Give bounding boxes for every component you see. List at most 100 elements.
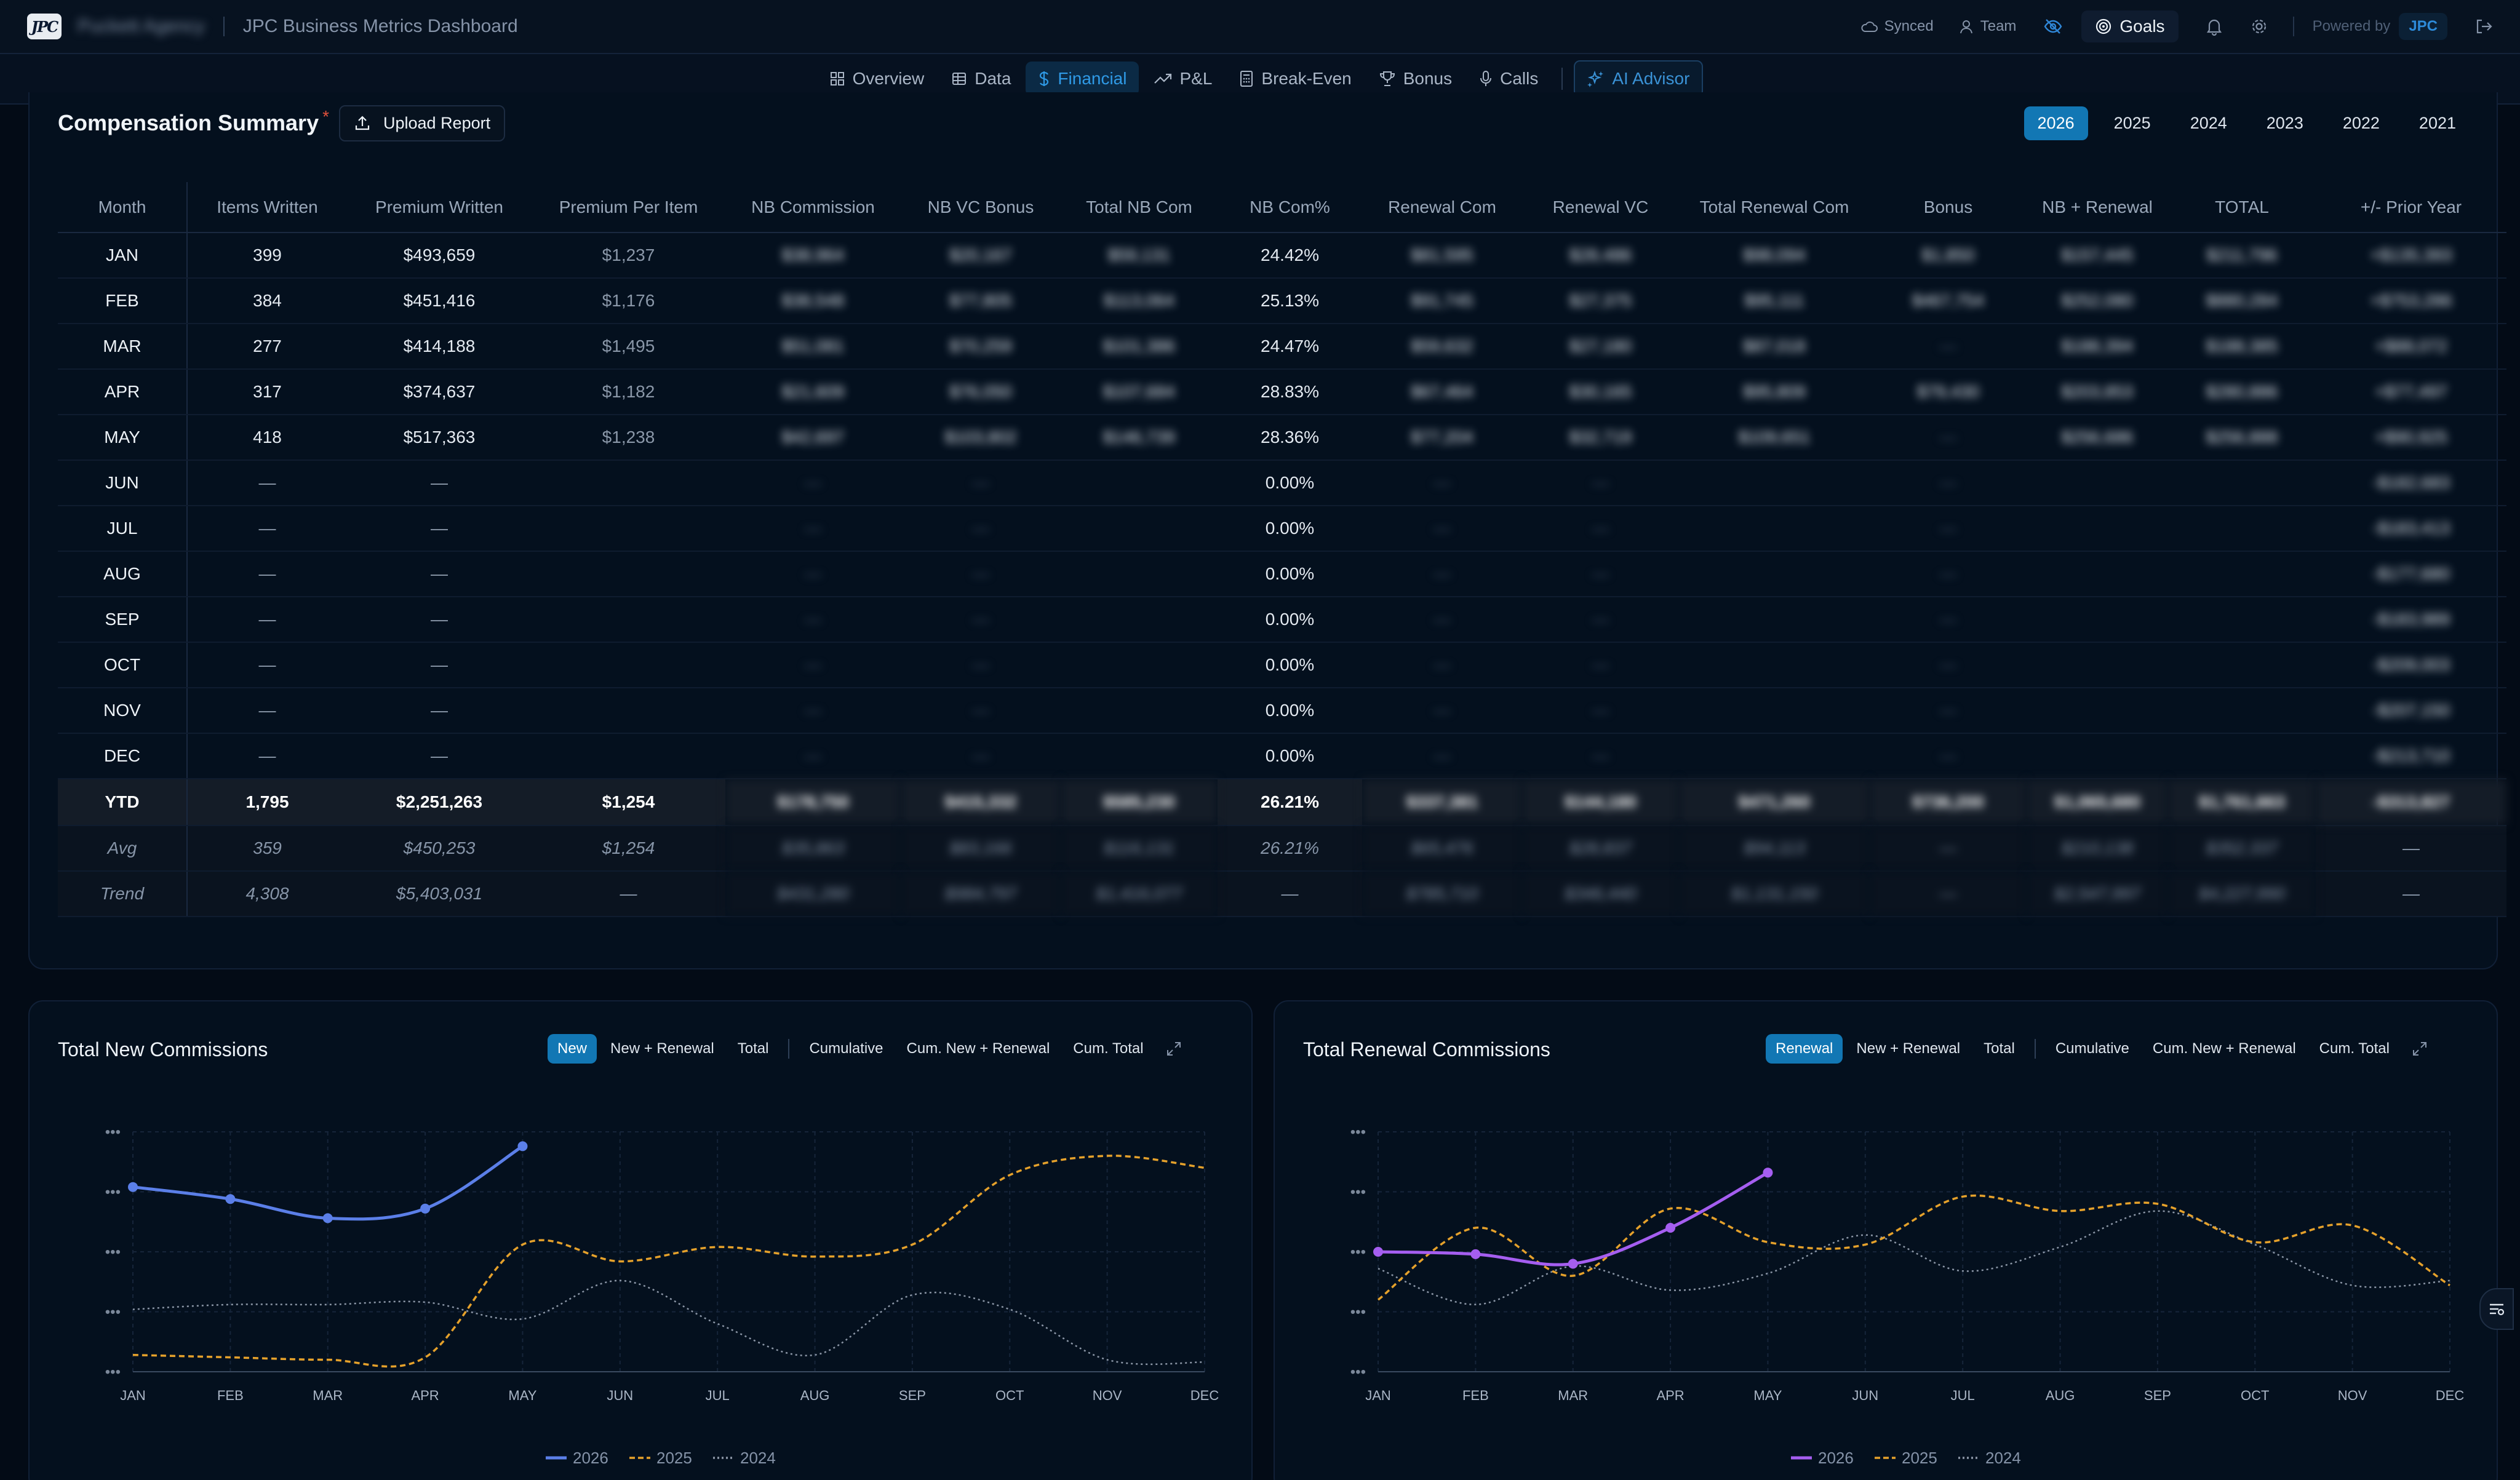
nav-label: Overview xyxy=(852,69,925,88)
summary-header: Compensation Summary * Upload Report 202… xyxy=(58,105,2470,141)
y-tick-label: ••• xyxy=(105,1364,121,1380)
goals-button[interactable]: Goals xyxy=(2081,10,2179,42)
cell-ren-vc: — xyxy=(1522,688,1679,734)
cell-ren-com: $65,476 xyxy=(1362,826,1522,872)
cell-premium: $2,251,263 xyxy=(347,778,532,826)
cell-total-nb xyxy=(1061,597,1218,643)
cell-items: — xyxy=(187,597,347,643)
privacy-toggle-button[interactable] xyxy=(2043,18,2063,35)
cell-total-ren xyxy=(1679,597,1870,643)
trophy-icon xyxy=(1379,71,1395,86)
year-tab-2022[interactable]: 2022 xyxy=(2342,113,2380,132)
new-commissions-tab-cum-new-renewal[interactable]: Cum. New + Renewal xyxy=(906,1040,1050,1057)
cell-bonus: — xyxy=(1870,642,2027,688)
year-tab-2023[interactable]: 2023 xyxy=(2266,113,2303,132)
cell-total-nb: $1,416,077 xyxy=(1061,871,1218,917)
cell-nb-vc: — xyxy=(901,733,1061,779)
cell-nb-pct: 28.83% xyxy=(1218,369,1362,415)
cell-nb-pct: — xyxy=(1218,871,1362,917)
nav-data[interactable]: Data xyxy=(939,62,1023,96)
cell-nb-com: — xyxy=(725,597,901,643)
nav-break-even[interactable]: Break-Even xyxy=(1227,62,1363,96)
team-button[interactable]: Team xyxy=(1958,18,2016,35)
column-header-total: TOTAL xyxy=(2168,182,2316,233)
x-tick-label: NOV xyxy=(2338,1388,2367,1403)
upload-icon xyxy=(355,116,370,130)
cell-month: OCT xyxy=(58,642,188,688)
expand-icon[interactable] xyxy=(2412,1041,2428,1057)
nav-ai-advisor[interactable]: AI Advisor xyxy=(1574,60,1704,97)
column-header-ren-vc: Renewal VC xyxy=(1522,182,1679,233)
cell-nb-com: $42,697 xyxy=(725,415,901,461)
table-row: JUN — — — —0.00% — — — -$182,683 xyxy=(58,460,2506,506)
settings-button[interactable] xyxy=(2250,17,2268,36)
logout-button[interactable] xyxy=(2474,17,2493,36)
cell-bonus: $79,430 xyxy=(1870,369,2027,415)
cell-ren-com: — xyxy=(1362,733,1522,779)
side-panel-toggle[interactable] xyxy=(2479,1288,2514,1330)
new-commissions-tab-new-renewal[interactable]: New + Renewal xyxy=(610,1040,714,1057)
cell-items: — xyxy=(187,688,347,734)
y-tick-label: ••• xyxy=(105,1184,121,1201)
cell-bonus: — xyxy=(1870,688,2027,734)
x-tick-label: OCT xyxy=(2241,1388,2269,1403)
renewal-commissions-tab-cum-new-renewal[interactable]: Cum. New + Renewal xyxy=(2152,1040,2296,1057)
cell-premium: — xyxy=(347,551,532,597)
cell-bonus: $736,200 xyxy=(1870,778,2027,826)
upload-report-button[interactable]: Upload Report xyxy=(339,105,506,141)
nav-financial[interactable]: Financial xyxy=(1026,62,1139,96)
nav-divider xyxy=(1561,68,1563,90)
renewal-commissions-tab-new-renewal[interactable]: New + Renewal xyxy=(1856,1040,1961,1057)
cell-nb-pct: 0.00% xyxy=(1218,642,1362,688)
cell-month: JAN xyxy=(58,233,188,279)
cell-bonus: — xyxy=(1870,506,2027,552)
new-commissions-tab-new[interactable]: New xyxy=(548,1034,597,1064)
cell-month: AUG xyxy=(58,551,188,597)
cell-ren-com: — xyxy=(1362,688,1522,734)
x-tick-label: FEB xyxy=(1462,1388,1489,1403)
app-logo[interactable]: JPC xyxy=(27,14,62,39)
x-tick-label: NOV xyxy=(1093,1388,1122,1403)
year-tab-2025[interactable]: 2025 xyxy=(2113,113,2151,132)
cell-total-nb xyxy=(1061,551,1218,597)
year-tab-2026[interactable]: 2026 xyxy=(2024,106,2088,140)
renewal-commissions-tab-cum-total[interactable]: Cum. Total xyxy=(2319,1040,2390,1057)
nav-bonus[interactable]: Bonus xyxy=(1366,62,1464,96)
nav-overview[interactable]: Overview xyxy=(817,62,937,96)
cell-premium: — xyxy=(347,506,532,552)
data-point-2026 xyxy=(1470,1249,1481,1259)
cell-per-item xyxy=(532,506,725,552)
renewal-commissions-tab-renewal[interactable]: Renewal xyxy=(1766,1034,1843,1064)
trend-row: Trend 4,308 $5,403,031— $431,280 $984,797 $1,… xyxy=(58,871,2506,917)
new-commissions-tab-cumulative[interactable]: Cumulative xyxy=(809,1040,883,1057)
renewal-commissions-tab-total[interactable]: Total xyxy=(1984,1040,2015,1057)
nav-pnl[interactable]: P&L xyxy=(1141,62,1224,96)
required-marker: * xyxy=(322,107,329,126)
nav-calls[interactable]: Calls xyxy=(1467,62,1550,96)
cell-total-ren xyxy=(1679,733,1870,779)
dollar-icon xyxy=(1040,71,1049,86)
cell-ren-vc: $32,719 xyxy=(1522,415,1679,461)
cell-total-ren xyxy=(1679,506,1870,552)
cell-total-nb: $101,386 xyxy=(1061,324,1218,370)
renewal-commissions-tab-cumulative[interactable]: Cumulative xyxy=(2055,1040,2129,1057)
ytd-row: YTD 1,795 $2,251,263 $1,254 $178,750 $415,332… xyxy=(58,778,2506,826)
cell-per-item: $1,237 xyxy=(532,233,725,279)
cell-nb-ren xyxy=(2027,688,2168,734)
expand-icon[interactable] xyxy=(1166,1041,1182,1057)
y-tick-label: ••• xyxy=(1350,1364,1366,1380)
cell-total-ren xyxy=(1679,460,1870,506)
new-commissions-tab-cum-total[interactable]: Cum. Total xyxy=(1073,1040,1144,1057)
cell-nb-pct: 24.47% xyxy=(1218,324,1362,370)
notifications-button[interactable] xyxy=(2206,17,2223,36)
sync-label: Synced xyxy=(1884,18,1934,34)
year-tab-2021[interactable]: 2021 xyxy=(2418,113,2456,132)
x-tick-label: DEC xyxy=(1190,1388,1219,1403)
cell-nb-com: — xyxy=(725,733,901,779)
year-tab-2024[interactable]: 2024 xyxy=(2190,113,2227,132)
new-commissions-tab-total[interactable]: Total xyxy=(737,1040,769,1057)
new-commissions-tabs: New New + Renewal Total Cumulative Cum. New … xyxy=(548,1032,1182,1065)
summary-title: Compensation Summary xyxy=(58,110,319,135)
data-point-2026 xyxy=(322,1213,333,1223)
cell-per-item: — xyxy=(532,871,725,917)
